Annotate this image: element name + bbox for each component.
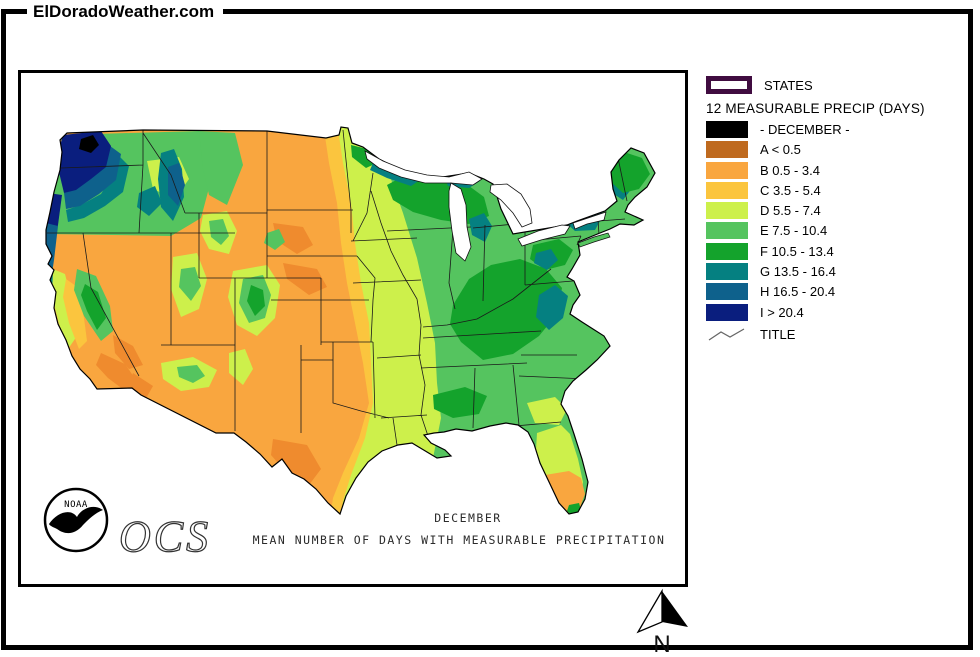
- legend-heading: 12 MEASURABLE PRECIP (DAYS): [706, 101, 925, 116]
- legend-title-label: TITLE: [760, 327, 796, 343]
- legend-class-label: C 3.5 - 5.4: [760, 182, 821, 198]
- caption-month: DECEMBER: [434, 511, 501, 525]
- states-label: STATES: [764, 77, 813, 93]
- legend-class-row: G 13.5 - 16.4: [706, 263, 974, 281]
- legend-class-swatch: [706, 141, 748, 159]
- site-title-link[interactable]: ElDoradoWeather.com: [33, 2, 215, 21]
- legend-class-swatch: [706, 303, 748, 321]
- caption-title: MEAN NUMBER OF DAYS WITH MEASURABLE PREC…: [253, 533, 666, 547]
- legend-class-row: I > 20.4: [706, 303, 974, 321]
- legend-class-label: H 16.5 - 20.4: [760, 284, 836, 300]
- legend-class-label: B 0.5 - 3.4: [760, 162, 820, 178]
- great-lakes: [364, 150, 607, 262]
- legend-class-row: E 7.5 - 10.4: [706, 222, 974, 240]
- legend-class-row: D 5.5 - 7.4: [706, 202, 974, 220]
- legend-class-row: - DECEMBER -: [706, 121, 974, 138]
- long-island: [577, 232, 611, 248]
- legend-class-list: - DECEMBER - A < 0.5 B 0.5 - 3.4 C 3.5 - 5.…: [706, 121, 974, 321]
- legend-class-swatch: [706, 242, 748, 260]
- legend-class-swatch: [706, 121, 748, 138]
- legend-class-swatch: [706, 161, 748, 179]
- legend-class-swatch: [706, 181, 748, 199]
- legend-class-label: G 13.5 - 16.4: [760, 264, 836, 280]
- north-arrow-right-half: [662, 591, 688, 627]
- legend-class-row: C 3.5 - 5.4: [706, 181, 974, 199]
- legend-class-row: F 10.5 - 13.4: [706, 242, 974, 260]
- north-arrow: N: [622, 583, 702, 657]
- site-header: ElDoradoWeather.com: [27, 0, 223, 24]
- title-line-icon: [708, 328, 745, 341]
- legend-class-swatch: [706, 263, 748, 281]
- noaa-logo: NOAA: [43, 487, 109, 553]
- legend-class-swatch: [706, 222, 748, 240]
- legend-class-label: D 5.5 - 7.4: [760, 203, 821, 219]
- legend-class-label: I > 20.4: [760, 304, 804, 320]
- legend-class-row: H 16.5 - 20.4: [706, 283, 974, 301]
- north-arrow-left-half: [636, 588, 663, 634]
- legend-class-row: B 0.5 - 3.4: [706, 161, 974, 179]
- legend-class-label: A < 0.5: [760, 142, 801, 158]
- states-swatch: [706, 76, 752, 94]
- noaa-label: NOAA: [64, 500, 88, 510]
- ocs-logo: OCS: [119, 512, 211, 561]
- legend-class-swatch: [706, 283, 748, 301]
- legend-class-swatch: [706, 202, 748, 220]
- legend-class-label: - DECEMBER -: [760, 122, 850, 137]
- legend-class-row: A < 0.5: [706, 141, 974, 159]
- map-panel: NOAA OCS DECEMBER MEAN NUMBER OF DAYS WI…: [18, 70, 688, 587]
- noaa-bird-icon: [49, 506, 103, 534]
- legend-class-label: E 7.5 - 10.4: [760, 223, 828, 239]
- legend-title-item: TITLE: [706, 327, 974, 343]
- precip-color-regions: [46, 127, 655, 514]
- legend-class-label: F 10.5 - 13.4: [760, 243, 834, 259]
- us-precip-map: NOAA OCS DECEMBER MEAN NUMBER OF DAYS WI…: [43, 126, 666, 562]
- north-label: N: [653, 631, 670, 657]
- map-legend: STATES 12 MEASURABLE PRECIP (DAYS) - DEC…: [706, 76, 974, 343]
- us-coastline: [45, 126, 656, 516]
- map-caption: DECEMBER MEAN NUMBER OF DAYS WITH MEASUR…: [253, 511, 666, 547]
- page-frame: [1, 9, 973, 650]
- legend-states-item: STATES: [706, 76, 974, 94]
